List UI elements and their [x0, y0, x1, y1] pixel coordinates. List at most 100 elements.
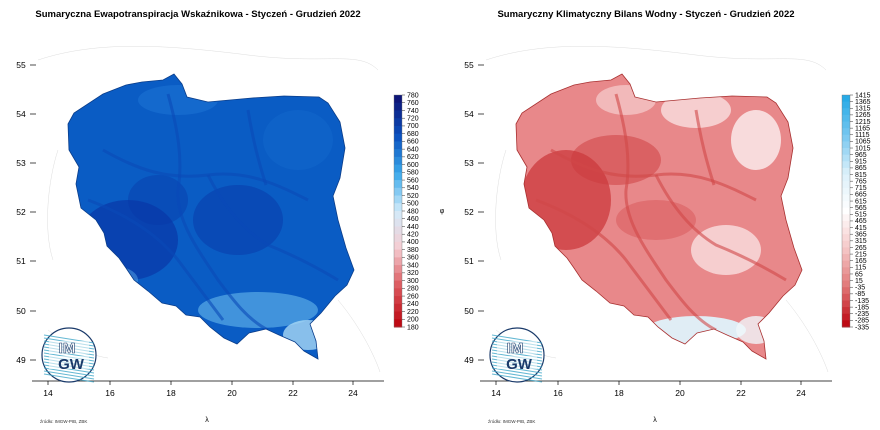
legend-label: 300 — [407, 278, 419, 285]
evapotranspiration-map-panel: Sumaryczna Ewapotranspiracja Wskaźnikowa… — [16, 9, 419, 424]
legend-label: 565 — [855, 205, 867, 212]
legend-label: 1065 — [855, 139, 871, 146]
legend-swatch — [842, 187, 850, 195]
legend-label: -85 — [855, 291, 865, 298]
y-tick-label: 50 — [464, 306, 474, 316]
legend-swatch — [842, 307, 850, 315]
legend-swatch — [394, 211, 402, 220]
legend-swatch — [842, 260, 850, 268]
legend-label: 180 — [407, 324, 419, 331]
x-tick-label: 20 — [227, 388, 237, 398]
legend-label: 200 — [407, 317, 419, 324]
legend-swatch — [394, 95, 402, 104]
legend-label: 1265 — [855, 112, 871, 119]
legend-label: 560 — [407, 177, 419, 184]
legend-label: 500 — [407, 201, 419, 208]
legend-swatch — [394, 102, 402, 111]
legend-swatch — [394, 141, 402, 150]
y-tick-label: 54 — [16, 109, 26, 119]
legend-swatch — [394, 303, 402, 313]
legend-label: 360 — [407, 255, 419, 262]
legend-label: 215 — [855, 251, 867, 258]
imgw-logo: IMGW — [41, 327, 97, 383]
legend-label: 220 — [407, 309, 419, 316]
legend-swatch — [394, 311, 402, 320]
legend-label: 1365 — [855, 99, 871, 106]
legend-swatch — [394, 110, 402, 119]
legend-swatch — [842, 161, 850, 169]
legend-label: 665 — [855, 192, 867, 199]
legend-swatch — [394, 172, 402, 181]
legend-swatch — [394, 133, 402, 142]
legend-swatch — [842, 293, 850, 301]
legend-swatch — [842, 134, 850, 142]
source-note: źródło: IMGW-PIB, ZBK — [40, 419, 87, 424]
y-tick-label: 53 — [16, 158, 26, 168]
legend-swatch — [842, 214, 850, 222]
legend-label: 380 — [407, 247, 419, 254]
y-tick-label: 51 — [16, 256, 26, 266]
y-tick-label: 52 — [16, 207, 26, 217]
legend-label: 520 — [407, 193, 419, 200]
legend-label: 320 — [407, 270, 419, 277]
legend-swatch — [842, 320, 850, 328]
poland-raster — [68, 74, 354, 359]
legend-label: -185 — [855, 304, 869, 311]
legend-label: 615 — [855, 198, 867, 205]
legend-swatch — [842, 267, 850, 275]
y-tick-label: 52 — [464, 207, 474, 217]
y-tick-label: 53 — [464, 158, 474, 168]
legend-swatch — [394, 156, 402, 166]
legend-swatch — [394, 241, 402, 251]
legend-label: 700 — [407, 123, 419, 130]
logo-text-bottom: GW — [58, 356, 85, 373]
legend-swatch — [842, 114, 850, 123]
legend-swatch — [394, 164, 402, 173]
legend-label: 115 — [855, 265, 866, 272]
legend-label: 420 — [407, 232, 419, 239]
legend-label: 740 — [407, 108, 419, 115]
x-tick-label: 16 — [553, 388, 563, 398]
legend-label: 15 — [855, 278, 863, 285]
legend-colorbar: 1415136513151265121511651115106510159659… — [841, 92, 871, 331]
legend-swatch — [842, 207, 850, 215]
legend-swatch — [842, 95, 850, 103]
legend-label: 620 — [407, 154, 419, 161]
x-tick-label: 24 — [348, 388, 358, 398]
legend-swatch — [842, 273, 850, 282]
x-tick-label: 14 — [491, 388, 501, 398]
water-balance-map-panel: Sumaryczny Klimatyczny Bilans Wodny - St… — [440, 9, 871, 424]
x-axis-label: λ — [653, 417, 657, 424]
y-tick-label: 54 — [464, 109, 474, 119]
legend-label: 315 — [855, 238, 867, 245]
legend-swatch — [842, 101, 850, 109]
legend-swatch — [842, 181, 850, 189]
legend-label: 760 — [407, 100, 419, 107]
x-tick-label: 18 — [166, 388, 176, 398]
legend-label: 1165 — [855, 125, 870, 132]
legend-swatch — [842, 254, 850, 262]
x-tick-label: 20 — [675, 388, 685, 398]
legend-label: 440 — [407, 224, 419, 231]
legend-label: 580 — [407, 170, 419, 177]
poland-border — [515, 73, 803, 360]
legend-label: 65 — [855, 271, 863, 278]
legend-label: 165 — [855, 258, 867, 265]
legend-swatch — [394, 319, 402, 328]
legend-swatch — [842, 154, 850, 162]
legend-label: 640 — [407, 146, 419, 153]
legend-swatch — [842, 300, 850, 308]
legend-swatch — [842, 280, 850, 288]
x-tick-label: 18 — [614, 388, 624, 398]
legend-swatch — [394, 226, 402, 235]
x-tick-label: 16 — [105, 388, 115, 398]
legend-swatch — [842, 141, 850, 149]
legend-swatch — [842, 287, 850, 295]
x-tick-label: 14 — [43, 388, 53, 398]
legend-swatch — [842, 108, 850, 116]
logo-text-top: IM — [59, 340, 76, 357]
legend-swatch — [842, 227, 850, 235]
legend-label: 365 — [855, 232, 867, 239]
poland-border — [67, 73, 355, 360]
